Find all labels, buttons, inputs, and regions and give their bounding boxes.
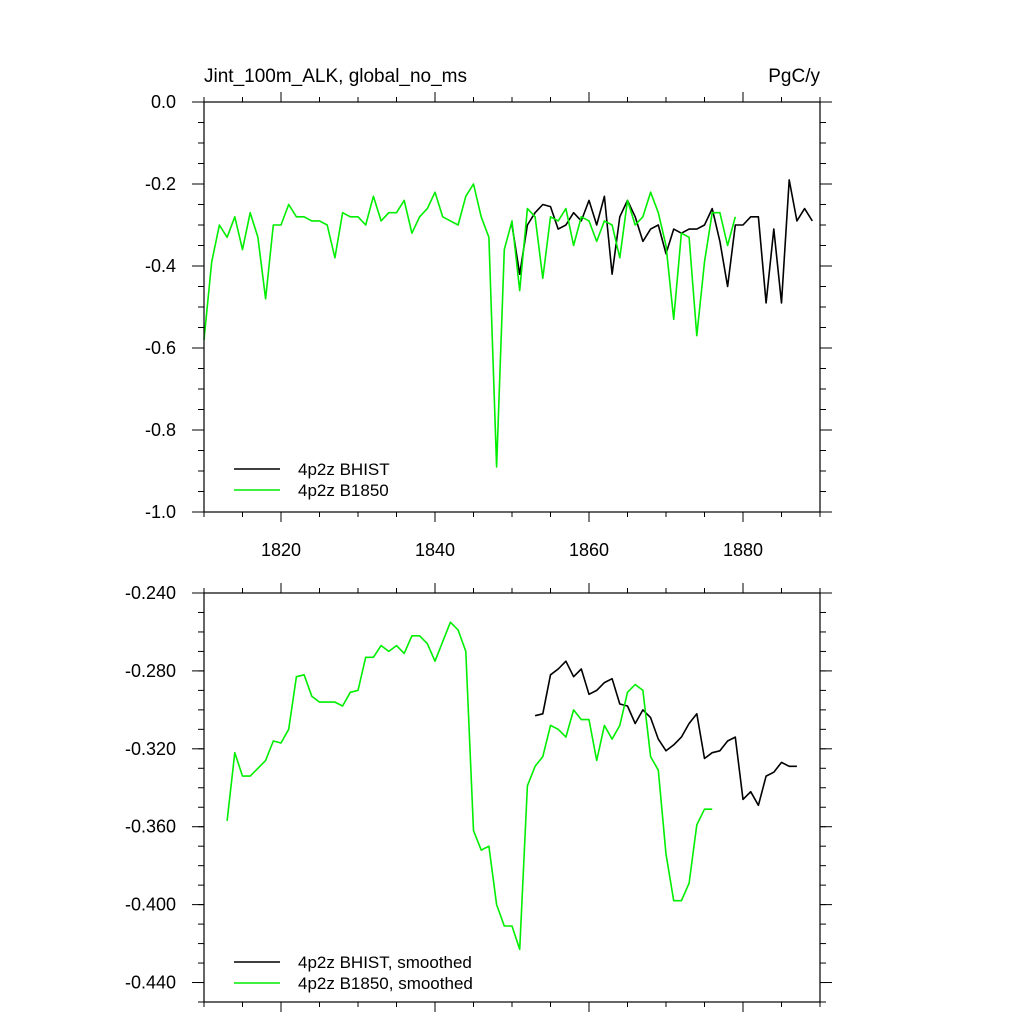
y-tick-label: -0.6	[145, 338, 176, 358]
x-tick-label: 1860	[569, 540, 609, 560]
x-tick-label: 1820	[261, 540, 301, 560]
top-ticks: 1820 1840 1860 1880 -1.0 -0.8 -0.6 -0.4 -0.2 0.0	[145, 92, 832, 560]
y-tick-label: -0.400	[125, 895, 176, 915]
y-tick-label: 0.0	[151, 92, 176, 112]
series-line-b1850	[226, 621, 713, 951]
y-tick-label: -0.240	[125, 583, 176, 603]
series-line-bhist	[534, 660, 797, 807]
y-tick-label: -1.0	[145, 502, 176, 522]
top-series-lines	[203, 179, 813, 468]
top-panel: Jint_100m_ALK, global_no_ms PgC/y 1820 18…	[145, 66, 832, 560]
bottom-series-lines	[226, 621, 797, 951]
top-plot-frame	[203, 101, 821, 513]
legend-label: 4p2z BHIST	[298, 460, 390, 479]
bottom-legend: 4p2z BHIST, smoothed 4p2z B1850, smoothed	[234, 953, 473, 993]
legend-label: 4p2z BHIST, smoothed	[298, 953, 472, 972]
bottom-panel: -0.440 -0.400 -0.360 -0.320 -0.280 -0.240 4p2…	[125, 583, 832, 1012]
series-line-bhist	[511, 179, 813, 304]
y-tick-label: -0.320	[125, 739, 176, 759]
y-tick-label: -0.280	[125, 661, 176, 681]
y-tick-label: -0.440	[125, 973, 176, 993]
bottom-ticks: -0.440 -0.400 -0.360 -0.320 -0.280 -0.240	[125, 583, 832, 1012]
legend-label: 4p2z B1850, smoothed	[298, 974, 473, 993]
y-tick-label: -0.2	[145, 174, 176, 194]
top-legend: 4p2z BHIST 4p2z B1850	[234, 460, 390, 500]
chart-title: Jint_100m_ALK, global_no_ms	[204, 66, 467, 87]
x-tick-label: 1840	[415, 540, 455, 560]
units-label: PgC/y	[768, 66, 820, 87]
bottom-plot-frame	[203, 592, 821, 1003]
y-tick-label: -0.4	[145, 256, 176, 276]
series-line-b1850	[203, 183, 737, 468]
x-tick-label: 1880	[723, 540, 763, 560]
y-tick-label: -0.8	[145, 420, 176, 440]
y-tick-label: -0.360	[125, 817, 176, 837]
legend-label: 4p2z B1850	[298, 481, 389, 500]
